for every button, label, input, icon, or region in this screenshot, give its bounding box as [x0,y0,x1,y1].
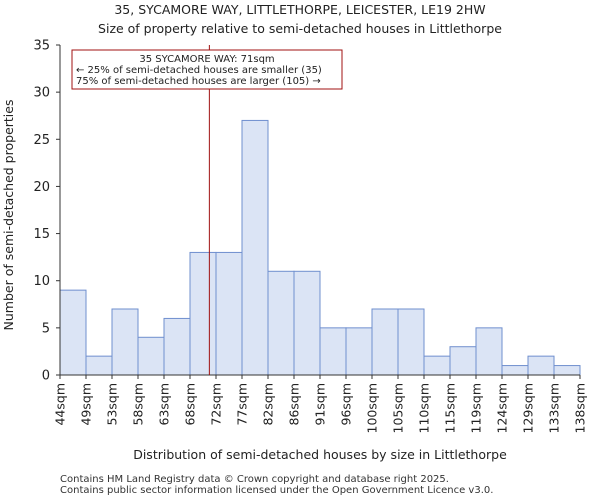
bar-82sqm [267,270,295,376]
annotation-box [71,49,343,90]
bar-91sqm [319,327,347,376]
x-tick-label-105sqm: 105sqm [391,383,406,433]
bar-63sqm [163,317,191,376]
bar-68sqm [189,251,217,376]
annotation-line-1: 35 SYCAMORE WAY: 71sqm [139,54,274,65]
footer-line-2: Contains public sector information licen… [60,485,494,496]
bar-86sqm [293,270,321,376]
x-tick-label-129sqm: 129sqm [521,383,536,433]
x-tick-label-82sqm: 82sqm [261,383,276,426]
footer-line-1: Contains HM Land Registry data © Crown c… [60,474,449,485]
bar-58sqm [137,336,165,376]
annotation-line-3: 75% of semi-detached houses are larger (… [76,76,321,87]
bar-133sqm [553,365,581,376]
bar-96sqm [345,327,373,376]
annotation-group: 35 SYCAMORE WAY: 71sqm← 25% of semi-deta… [71,45,343,375]
y-tick-label-25: 25 [33,133,50,148]
y-tick-label-5: 5 [42,321,50,336]
x-tick-label-77sqm: 77sqm [235,383,250,426]
y-tick-label-35: 35 [33,39,50,54]
y-tick-label-20: 20 [33,180,50,195]
bar-129sqm [527,355,555,376]
x-tick-label-63sqm: 63sqm [157,383,172,426]
axes-group: 0 5 10 15 20 25 30 35 44sqm 49sqm 53sqm 58sqm 63sqm 6… [1,39,588,463]
bar-49sqm [85,355,113,376]
x-tick-label-86sqm: 86sqm [287,383,302,426]
x-tick-label-58sqm: 58sqm [131,383,146,426]
x-tick-label-133sqm: 133sqm [547,383,562,433]
bar-53sqm [111,308,139,376]
bar-124sqm [501,365,529,376]
bar-105sqm [397,308,425,376]
bar-115sqm [449,346,477,376]
x-tick-label-110sqm: 110sqm [417,383,432,433]
x-tick-label-138sqm: 138sqm [573,383,588,433]
bar-77sqm [241,119,269,376]
y-axis-label: Number of semi-detached properties [1,100,16,331]
x-tick-label-124sqm: 124sqm [495,383,510,433]
x-tick-label-68sqm: 68sqm [183,383,198,426]
x-tick-label-115sqm: 115sqm [443,383,458,433]
y-tick-label-0: 0 [42,369,50,384]
x-tick-label-119sqm: 119sqm [469,383,484,433]
bar-100sqm [371,308,399,376]
x-tick-label-72sqm: 72sqm [209,383,224,426]
x-tick-label-53sqm: 53sqm [105,383,120,426]
chart-title: 35, SYCAMORE WAY, LITTLETHORPE, LEICESTE… [114,2,486,17]
bars-group [59,119,581,376]
bar-119sqm [475,327,503,376]
y-tick-label-10: 10 [33,274,50,289]
annotation-line-2: ← 25% of semi-detached houses are smalle… [76,65,322,76]
chart-subtitle: Size of property relative to semi-detach… [98,21,502,36]
y-tick-label-30: 30 [33,86,50,101]
x-tick-label-49sqm: 49sqm [79,383,94,426]
x-tick-label-100sqm: 100sqm [365,383,380,433]
x-tick-label-44sqm: 44sqm [53,383,68,426]
bar-44sqm [59,289,87,376]
bar-72sqm [215,251,243,376]
x-tick-label-96sqm: 96sqm [339,383,354,426]
bar-110sqm [423,355,451,376]
x-tick-label-91sqm: 91sqm [313,383,328,426]
x-axis-label: Distribution of semi-detached houses by … [133,447,507,462]
y-tick-label-15: 15 [33,227,50,242]
